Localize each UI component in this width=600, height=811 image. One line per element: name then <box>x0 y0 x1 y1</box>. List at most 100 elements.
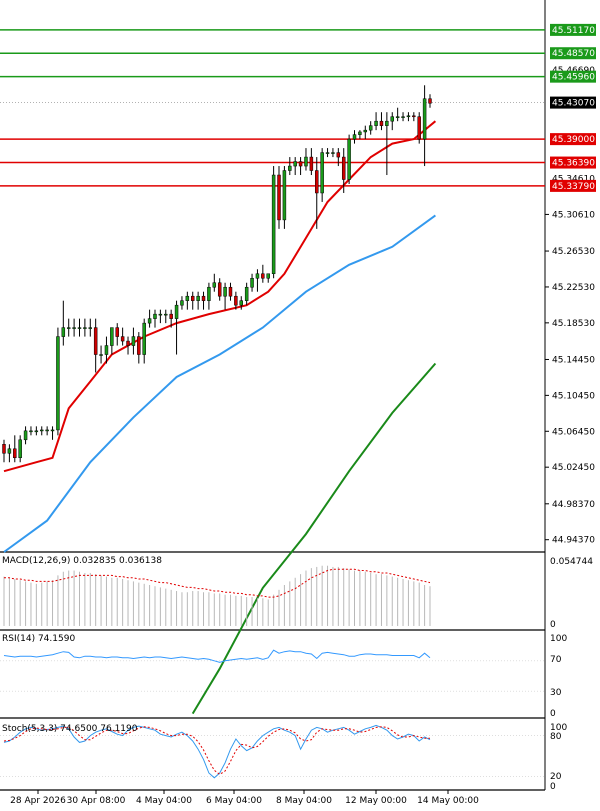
candle-body <box>40 429 44 432</box>
ma-blue-line <box>3 214 436 553</box>
price-tick-label: 45.26530 <box>552 247 595 257</box>
candle-body <box>66 327 71 329</box>
candle-body <box>83 327 87 329</box>
candle-body <box>45 429 49 432</box>
candle-body <box>93 327 98 355</box>
candle-body <box>185 295 190 301</box>
candle-body <box>363 129 368 133</box>
support-level-tag-label: 45.36390 <box>552 159 595 169</box>
price-tick-label: 44.98370 <box>552 500 595 510</box>
candle-body <box>271 174 276 275</box>
price-tick-label: 45.10450 <box>552 391 595 401</box>
candle-body <box>315 170 319 194</box>
resistance-level-tag-label: 45.45960 <box>552 73 595 83</box>
candle-body <box>120 336 125 342</box>
resistance-level-tag-label: 45.51170 <box>552 26 595 36</box>
candle-body <box>261 273 265 279</box>
candle-body <box>336 152 341 158</box>
candle-body <box>352 134 357 140</box>
candle-body <box>374 120 378 126</box>
candle-body <box>223 286 227 297</box>
candle-body <box>417 116 421 140</box>
resistance-level-tag <box>550 47 596 60</box>
candle-body <box>34 430 39 433</box>
x-axis-label: 4 May 04:00 <box>136 796 192 806</box>
macd-signal-line <box>4 568 431 598</box>
candle-body <box>158 313 163 316</box>
candle-body <box>266 273 270 279</box>
candle-body <box>13 448 17 459</box>
candle-body <box>174 304 179 319</box>
x-axis-label: 30 Apr 08:00 <box>67 796 126 806</box>
candle-body <box>164 313 168 316</box>
candle-body <box>217 282 222 297</box>
resistance-level-tag-label: 45.48570 <box>552 49 595 59</box>
candle-body <box>7 448 12 454</box>
macd-axis-label: 0.054744 <box>550 557 593 567</box>
candle-body <box>23 430 28 441</box>
candle-body <box>428 98 432 104</box>
pane-bg <box>0 631 545 718</box>
candle-body <box>212 282 217 288</box>
candle-body <box>288 165 292 171</box>
candle-body <box>347 138 351 180</box>
candle-body <box>2 444 6 454</box>
price-tick-label: 45.06450 <box>552 427 595 437</box>
x-axis-label: 14 May 00:00 <box>417 796 479 806</box>
candle-body <box>201 295 206 301</box>
candle-body <box>207 286 211 301</box>
ma-red-line <box>3 120 437 473</box>
candle-body <box>110 327 114 346</box>
pane-bg <box>0 719 545 790</box>
price-tick-label: 45.34610 <box>552 175 595 185</box>
rsi-axis-label: 70 <box>550 655 562 665</box>
candle-body <box>196 295 200 301</box>
candle-body <box>390 116 394 122</box>
candle-body <box>126 340 130 346</box>
candle-body <box>255 273 260 279</box>
candle-body <box>325 152 330 154</box>
candle-body <box>131 336 136 346</box>
x-axis-label: 8 May 04:00 <box>276 796 332 806</box>
resistance-level-tag <box>550 23 596 36</box>
candle-body <box>180 300 184 306</box>
candle-body <box>72 327 76 329</box>
support-level-tag-label: 45.39000 <box>552 135 595 145</box>
candle-body <box>341 156 346 180</box>
ma-green-line <box>191 362 437 715</box>
candle-body <box>320 152 324 194</box>
candle-body <box>50 429 55 432</box>
macd-axis-label: 0 <box>550 620 556 630</box>
candle-body <box>104 345 109 355</box>
x-axis-label: 6 May 04:00 <box>206 796 262 806</box>
current-price-label: 45.43070 <box>552 99 595 109</box>
candle-body <box>277 174 281 221</box>
candle-body <box>244 286 249 301</box>
price-tick-label: 45.30610 <box>552 210 595 220</box>
candle-body <box>142 322 146 355</box>
stoch-axis-label: 100 <box>550 723 567 733</box>
macd-label: MACD(12,26,9) 0.032835 0.036138 <box>2 556 162 566</box>
support-level-tag <box>550 156 596 169</box>
x-axis-label: 28 Apr 2026 <box>10 796 66 806</box>
candle-body <box>239 300 243 306</box>
candle-body <box>385 120 389 126</box>
candle-body <box>304 156 308 167</box>
candle-body <box>169 313 173 319</box>
candle-body <box>88 327 93 329</box>
support-level-tag-label: 45.33790 <box>552 182 595 192</box>
candle-body <box>250 277 254 288</box>
rsi-axis-label: 30 <box>550 688 562 698</box>
rsi-line <box>3 649 431 663</box>
rsi-label: RSI(14) 74.1590 <box>2 634 76 644</box>
candle-body <box>61 327 66 337</box>
candle-body <box>309 156 314 171</box>
stoch-k-line <box>3 724 431 779</box>
support-level-tag <box>550 133 596 146</box>
price-tick-label: 44.94370 <box>552 536 595 546</box>
rsi-axis-label: 100 <box>550 634 567 644</box>
pane-bg <box>0 553 545 630</box>
candle-body <box>115 327 119 337</box>
